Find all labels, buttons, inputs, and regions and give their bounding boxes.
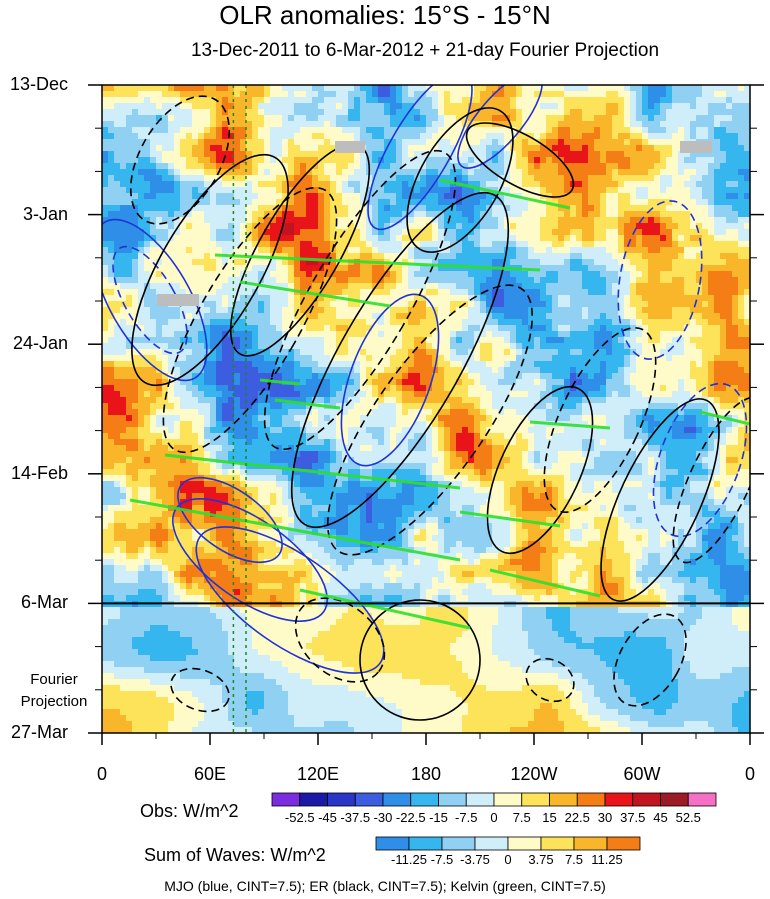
obs_colorbar-tick-6: -7.5 [455,810,478,825]
x-tick-label-1: 60E [193,764,227,784]
waves_colorbar-tick-0: -11.25 [391,852,427,867]
obs_colorbar-tick-11: 30 [597,810,613,825]
obs_colorbar-tick-14: 52.5 [675,810,701,825]
waves_colorbar-swatch-7 [606,836,641,851]
waves_colorbar-tick-3: 0 [504,852,512,867]
x-tick-label-6: 0 [744,764,755,784]
obs_colorbar-tick-2: -37.5 [340,810,371,825]
y-tick-label-4: 6-Mar [20,592,68,613]
chart-title: OLR anomalies: 15°S - 15°N [219,0,551,30]
wave-contours [102,85,750,733]
waves_colorbar-swatch-3 [474,836,509,851]
y-tick-label-0: 13-Dec [9,74,68,94]
waves_colorbar-swatch-1 [408,836,443,851]
obs_colorbar-swatch-8 [493,792,523,807]
obs_colorbar-swatch-1 [299,792,328,807]
colorbars [271,792,717,851]
waves-colorbar-title: Sum of Waves: W/m^2 [144,845,326,865]
obs_colorbar-swatch-6 [438,792,467,807]
waves_colorbar-swatch-4 [507,836,542,851]
obs_colorbar-tick-3: -30 [373,810,393,825]
obs_colorbar-swatch-9 [521,792,550,807]
obs_colorbar-swatch-7 [465,792,495,807]
x-tick-label-4: 120W [510,764,558,784]
x-tick-label-0: 0 [96,764,107,784]
fourier-label-line2: Projection [20,693,88,710]
obs_colorbar-tick-1: -45 [318,810,337,825]
waves_colorbar-tick-2: -3.75 [460,852,490,867]
waves_colorbar-tick-1: -7.5 [430,852,454,867]
obs_colorbar-swatch-5 [410,792,439,807]
obs_colorbar-tick-9: 15 [542,810,557,825]
waves_colorbar-swatch-0 [375,836,410,851]
obs_colorbar-swatch-0 [271,792,301,807]
obs_colorbar-swatch-10 [549,792,578,807]
y-tick-label-3: 14-Feb [10,462,68,483]
obs_colorbar-swatch-14 [660,792,689,807]
fourier-label-line1: Fourier [30,671,78,688]
waves_colorbar-swatch-2 [441,836,476,851]
obs_colorbar-swatch-15 [687,792,717,807]
x-tick-label-5: 60W [623,764,661,784]
waves_colorbar-swatch-6 [573,836,608,851]
obs_colorbar-swatch-4 [382,792,412,807]
obs_colorbar-swatch-13 [632,792,661,807]
y-tick-label-5: 27-Mar [10,722,68,742]
x-tick-label-2: 120E [296,764,340,784]
obs_colorbar-tick-12: 37.5 [620,810,646,825]
obs_colorbar-tick-4: -22.5 [395,810,426,825]
plot-frame [88,84,764,745]
x-tick-label-3: 180 [410,764,442,784]
obs_colorbar-swatch-3 [354,792,384,807]
obs_colorbar-swatch-11 [576,792,606,807]
olr-anomaly-field [102,85,750,733]
waves_colorbar-tick-5: 7.5 [564,852,584,867]
obs_colorbar-tick-5: -15 [429,810,448,825]
chart-subtitle: 13-Dec-2011 to 6-Mar-2012 + 21-day Fouri… [190,40,660,61]
y-tick-label-1: 3-Jan [22,203,68,224]
y-tick-label-2: 24-Jan [12,333,68,354]
fourier-projection-label: Fourier Projection [14,669,94,713]
obs_colorbar-tick-7: 0 [490,810,498,825]
obs_colorbar-tick-13: 45 [653,810,668,825]
obs_colorbar-swatch-2 [327,792,356,807]
obs_colorbar-tick-8: 7.5 [512,810,531,825]
footnote: MJO (blue, CINT=7.5); ER (black, CINT=7.… [164,878,606,894]
waves_colorbar-tick-4: 3.75 [528,852,554,867]
waves_colorbar-tick-6: 11.25 [591,852,623,867]
obs_colorbar-swatch-12 [604,792,634,807]
waves_colorbar-swatch-5 [540,836,575,851]
obs_colorbar-tick-10: 22.5 [564,810,590,825]
obs_colorbar-tick-0: -52.5 [284,810,315,825]
obs-colorbar-title: Obs: W/m^2 [140,801,239,821]
